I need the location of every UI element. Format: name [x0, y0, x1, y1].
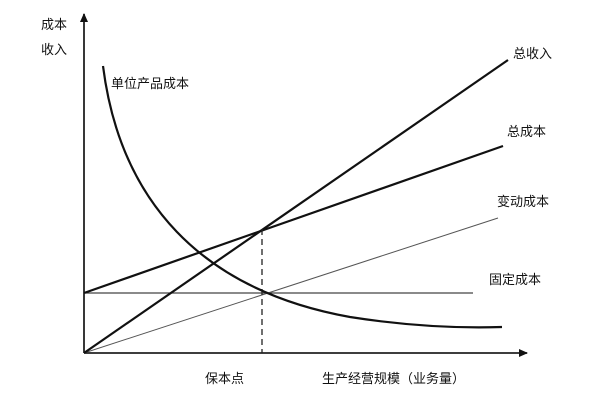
unit-cost-curve — [101, 65, 503, 329]
y-axis-label-revenue: 收入 — [41, 43, 68, 58]
total-cost-line — [83, 144, 504, 295]
unit-cost-label: 单位产品成本 — [111, 77, 190, 92]
variable-cost-line — [83, 217, 499, 354]
fixed-cost-label: 固定成本 — [489, 273, 542, 288]
total-revenue-line — [83, 59, 509, 354]
variable-cost-label: 变动成本 — [497, 195, 550, 210]
breakeven-label: 保本点 — [205, 372, 245, 387]
total-cost-label: 总成本 — [507, 125, 547, 140]
x-axis-label: 生产经营规模（业务量） — [322, 372, 466, 387]
total-revenue-label: 总收入 — [513, 47, 553, 62]
y-axis-label-cost: 成本 — [41, 18, 68, 33]
